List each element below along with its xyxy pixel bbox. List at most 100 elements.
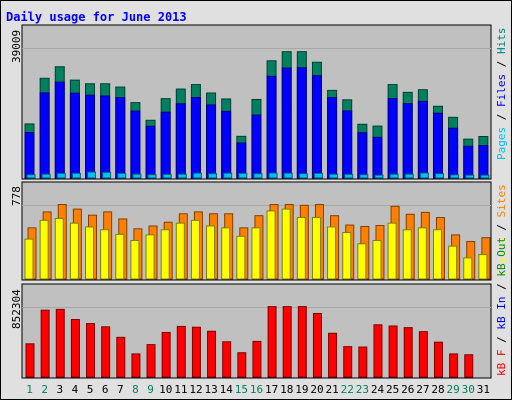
bar-kb-f — [267, 306, 277, 378]
bar-kb-f — [328, 332, 338, 378]
bar-files — [342, 110, 353, 179]
bar-kb-f — [25, 343, 35, 378]
bar-pages — [238, 172, 248, 179]
bar-pages — [132, 173, 142, 179]
bar-kb-f — [282, 306, 292, 378]
bar-files — [251, 114, 262, 179]
bar-files — [160, 111, 171, 179]
bar-kb-f — [191, 326, 201, 378]
bar-visits — [130, 240, 140, 280]
bar-pages — [374, 174, 384, 179]
bar-visits — [69, 222, 79, 280]
day-tick-label: 30 — [461, 383, 475, 396]
day-tick-label: 10 — [159, 383, 173, 396]
bar-pages — [450, 174, 460, 179]
bar-pages — [268, 172, 278, 179]
day-tick-label: 16 — [249, 383, 264, 396]
bar-files — [54, 81, 65, 179]
bar-visits — [463, 257, 473, 280]
hits-ymax-label: 39009 — [10, 29, 23, 63]
bar-pages — [313, 172, 323, 179]
bar-pages — [87, 171, 97, 179]
bar-files — [387, 98, 398, 179]
bar-files — [296, 67, 307, 179]
bar-pages — [208, 173, 218, 179]
bar-visits — [175, 222, 185, 280]
bar-files — [100, 95, 111, 179]
bar-kb-f — [146, 344, 156, 378]
day-tick-label: 3 — [56, 383, 64, 396]
kbytes-legend: kB F / kB In / kB Out — [495, 237, 508, 376]
bar-visits — [221, 227, 231, 280]
bar-pages — [419, 172, 429, 179]
bar-kb-f — [70, 319, 80, 378]
legend-entry: / — [495, 107, 508, 127]
bar-files — [402, 103, 413, 179]
bar-kb-f — [237, 352, 247, 378]
bar-kb-f — [433, 341, 443, 378]
bar-visits — [281, 208, 291, 280]
bar-kb-f — [373, 324, 383, 378]
bar-kb-f — [86, 323, 96, 378]
visits-ymax-label: 778 — [10, 186, 23, 206]
bar-pages — [102, 171, 112, 179]
bar-kb-f — [252, 340, 262, 378]
bar-kb-f — [176, 325, 186, 378]
chart-title: Daily usage for June 2013 — [6, 10, 187, 24]
legend-entry: / — [495, 54, 508, 74]
bar-pages — [177, 173, 187, 179]
bar-visits — [432, 229, 442, 280]
bar-files — [175, 103, 186, 179]
day-tick-label: 28 — [431, 383, 445, 396]
legend-entry: Sites — [495, 184, 508, 218]
bar-files — [190, 96, 201, 179]
bar-visits — [145, 234, 155, 280]
bar-pages — [223, 172, 233, 179]
day-tick-label: 25 — [386, 383, 400, 396]
legend-entry: Files — [495, 73, 508, 107]
bar-kb-f — [207, 330, 217, 378]
bar-pages — [162, 173, 172, 179]
bar-files — [236, 142, 247, 179]
day-tick-label: 14 — [219, 383, 233, 396]
bar-pages — [56, 172, 66, 179]
bar-visits — [115, 233, 125, 280]
bar-visits — [296, 217, 306, 280]
bar-visits — [24, 238, 34, 280]
bar-kb-f — [222, 341, 232, 378]
bar-pages — [344, 173, 354, 179]
bar-pages — [147, 174, 157, 179]
day-tick-label: 24 — [370, 383, 385, 396]
bar-files — [463, 145, 474, 179]
bar-visits — [357, 243, 367, 280]
legend-entry: kB Out — [495, 236, 508, 277]
legend-entry: / — [495, 276, 508, 297]
bar-visits — [387, 222, 397, 280]
bar-files — [39, 92, 50, 179]
legend-entry: kB In — [495, 296, 508, 330]
bar-files — [69, 92, 80, 179]
bar-files — [266, 75, 277, 179]
legend-entry: / — [495, 217, 508, 238]
day-tick-label: 5 — [86, 383, 94, 396]
day-tick-label: 21 — [325, 383, 339, 396]
legend-entry: kB F — [495, 349, 508, 377]
bar-kb-f — [449, 353, 459, 378]
bar-files — [478, 145, 489, 179]
bar-files — [372, 136, 383, 179]
day-tick-label: 27 — [416, 383, 430, 396]
bar-kb-f — [131, 353, 141, 378]
day-tick-label: 29 — [446, 383, 460, 396]
bar-pages — [117, 172, 127, 179]
bar-visits — [478, 254, 488, 280]
bar-files — [432, 112, 443, 179]
bar-kb-f — [116, 336, 126, 378]
bar-files — [357, 132, 368, 179]
legend-entry: / — [495, 329, 508, 350]
day-tick-label: 6 — [101, 383, 109, 396]
bar-pages — [41, 173, 51, 179]
bar-pages — [434, 173, 444, 179]
day-tick-label: 18 — [280, 383, 294, 396]
bar-files — [221, 110, 232, 179]
